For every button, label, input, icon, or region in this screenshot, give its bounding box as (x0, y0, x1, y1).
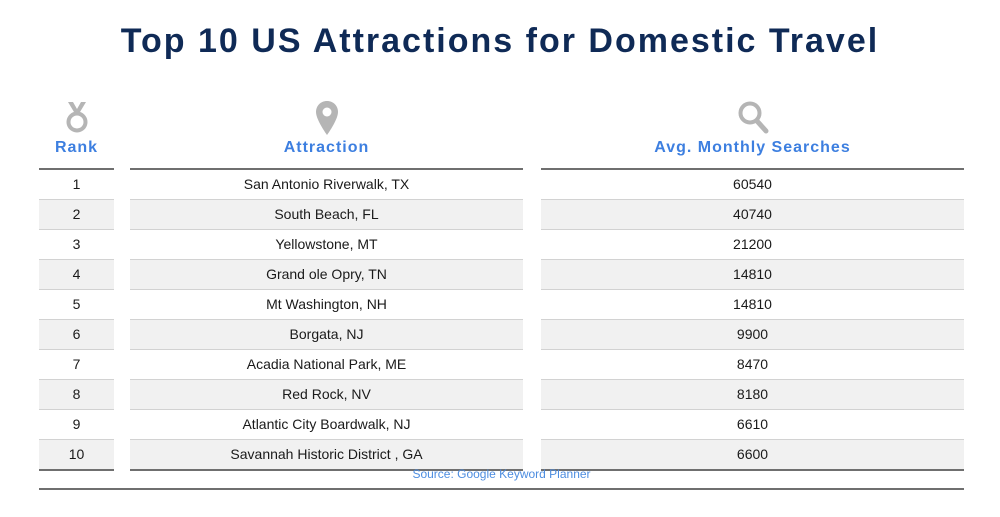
attraction-cell: Borgata, NJ (130, 320, 523, 350)
searches-cell: 40740 (541, 200, 964, 230)
rank-cell: 9 (39, 410, 114, 440)
rank-cell: 10 (39, 440, 114, 471)
attraction-cell: San Antonio Riverwalk, TX (130, 170, 523, 200)
rank-cell: 7 (39, 350, 114, 380)
footer-divider (39, 488, 964, 490)
rank-header: Rank (39, 96, 114, 170)
attraction-cell: Mt Washington, NH (130, 290, 523, 320)
rank-cell: 1 (39, 170, 114, 200)
rank-cell: 4 (39, 260, 114, 290)
attraction-cell: Acadia National Park, ME (130, 350, 523, 380)
attraction-cell: Atlantic City Boardwalk, NJ (130, 410, 523, 440)
searches-cell: 8180 (541, 380, 964, 410)
rank-cell: 6 (39, 320, 114, 350)
attraction-cell: Savannah Historic District , GA (130, 440, 523, 471)
rank-cell: 8 (39, 380, 114, 410)
attraction-column: Attraction San Antonio Riverwalk, TX Sout… (130, 96, 523, 471)
medal-icon (64, 100, 90, 139)
rank-header-label: Rank (54, 139, 99, 156)
rank-column: Rank 1 2 3 4 5 6 7 8 9 10 (39, 96, 114, 471)
searches-cell: 9900 (541, 320, 964, 350)
source-note: Source: Google Keyword Planner (412, 467, 591, 481)
searches-header: Avg. Monthly Searches (541, 96, 964, 170)
searches-header-label: Avg. Monthly Searches (654, 139, 851, 156)
searches-cell: 60540 (541, 170, 964, 200)
searches-cell: 8470 (541, 350, 964, 380)
page-title: Top 10 US Attractions for Domestic Trave… (120, 22, 880, 60)
searches-cell: 14810 (541, 260, 964, 290)
attraction-header-label: Attraction (283, 139, 370, 156)
attraction-cell: Grand ole Opry, TN (130, 260, 523, 290)
searches-cell: 21200 (541, 230, 964, 260)
searches-cell: 6600 (541, 440, 964, 471)
attraction-cell: Red Rock, NV (130, 380, 523, 410)
attraction-cell: South Beach, FL (130, 200, 523, 230)
map-pin-icon (315, 100, 339, 141)
searches-cell: 14810 (541, 290, 964, 320)
searches-column: Avg. Monthly Searches 60540 40740 21200 148… (541, 96, 964, 471)
attraction-header: Attraction (130, 96, 523, 170)
search-icon (737, 100, 769, 139)
rank-cell: 2 (39, 200, 114, 230)
rank-cell: 3 (39, 230, 114, 260)
searches-cell: 6610 (541, 410, 964, 440)
rank-cell: 5 (39, 290, 114, 320)
attraction-cell: Yellowstone, MT (130, 230, 523, 260)
